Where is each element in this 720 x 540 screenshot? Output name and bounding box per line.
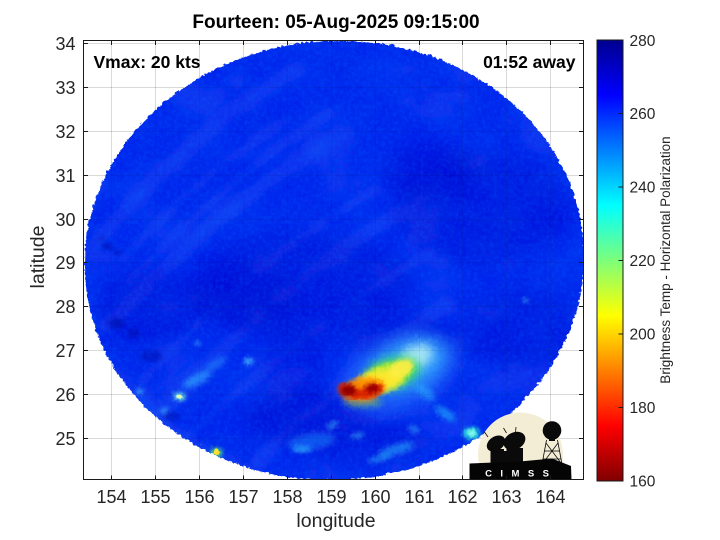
svg-text:latitude: latitude xyxy=(27,226,49,289)
svg-text:157: 157 xyxy=(228,487,258,507)
svg-text:280: 280 xyxy=(630,33,656,50)
svg-text:26: 26 xyxy=(55,385,75,405)
svg-text:C I M S S: C I M S S xyxy=(485,469,552,480)
svg-text:27: 27 xyxy=(55,341,75,361)
svg-text:155: 155 xyxy=(140,487,170,507)
svg-text:Vmax: 20 kts: Vmax: 20 kts xyxy=(94,52,201,72)
svg-text:25: 25 xyxy=(55,429,75,449)
svg-text:30: 30 xyxy=(55,210,75,230)
svg-text:160: 160 xyxy=(360,487,390,507)
svg-text:162: 162 xyxy=(447,487,477,507)
svg-text:29: 29 xyxy=(55,253,75,273)
svg-text:240: 240 xyxy=(630,179,656,196)
svg-text:260: 260 xyxy=(630,106,656,123)
svg-text:33: 33 xyxy=(55,78,75,98)
svg-text:longitude: longitude xyxy=(296,510,375,532)
svg-text:154: 154 xyxy=(96,487,126,507)
svg-text:28: 28 xyxy=(55,297,75,317)
svg-text:160: 160 xyxy=(630,473,656,490)
svg-text:161: 161 xyxy=(404,487,434,507)
svg-text:180: 180 xyxy=(630,400,656,417)
svg-text:Brightness Temp - Horizontal P: Brightness Temp - Horizontal Polarizatio… xyxy=(658,136,673,383)
svg-text:200: 200 xyxy=(630,326,656,343)
svg-text:220: 220 xyxy=(630,253,656,270)
svg-text:34: 34 xyxy=(55,34,75,54)
svg-text:32: 32 xyxy=(55,122,75,142)
svg-text:164: 164 xyxy=(535,487,565,507)
svg-text:156: 156 xyxy=(184,487,214,507)
svg-text:31: 31 xyxy=(55,166,75,186)
svg-text:158: 158 xyxy=(272,487,302,507)
svg-text:Fourteen: 05-Aug-2025 09:15:00: Fourteen: 05-Aug-2025 09:15:00 xyxy=(192,12,479,33)
svg-text:163: 163 xyxy=(491,487,521,507)
svg-text:159: 159 xyxy=(316,487,346,507)
svg-text:01:52 away: 01:52 away xyxy=(483,52,576,72)
